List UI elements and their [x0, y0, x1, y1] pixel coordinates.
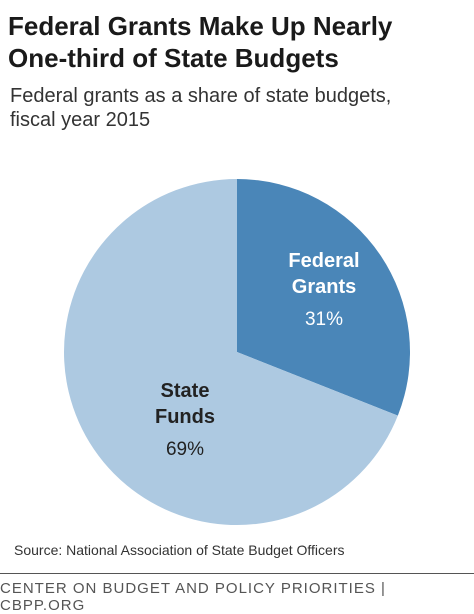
- source-note: Source: National Association of State Bu…: [14, 542, 345, 558]
- chart-title-line-2: One-third of State Budgets: [8, 43, 339, 73]
- pie-chart: Federal Grants 31% State Funds 69%: [64, 179, 410, 525]
- chart-title: Federal Grants Make Up Nearly One-third …: [8, 10, 468, 74]
- footer-divider: [0, 573, 474, 574]
- pie-slice-name-1-1: Funds: [155, 406, 215, 428]
- chart-subtitle-line-2: fiscal year 2015: [10, 109, 151, 131]
- chart-subtitle-line-1: Federal grants as a share of state budge…: [10, 85, 392, 107]
- chart-title-line-1: Federal Grants Make Up Nearly: [8, 11, 393, 41]
- pie-slice-value-0: 31%: [305, 309, 343, 330]
- pie-slice-name-1-0: State: [161, 380, 210, 402]
- footer-credit: CENTER ON BUDGET AND POLICY PRIORITIES |…: [0, 580, 386, 614]
- chart-subtitle: Federal grants as a share of state budge…: [10, 84, 465, 132]
- pie-slice-0: [237, 179, 410, 416]
- pie-slice-label-0: Federal Grants 31%: [288, 250, 359, 330]
- pie-slice-1: [64, 179, 398, 525]
- pie-slice-label-1: State Funds 69%: [155, 380, 215, 460]
- pie-slice-name-0-0: Federal: [288, 250, 359, 272]
- pie-slice-value-1: 69%: [166, 439, 204, 460]
- pie-slice-name-0-1: Grants: [292, 276, 356, 298]
